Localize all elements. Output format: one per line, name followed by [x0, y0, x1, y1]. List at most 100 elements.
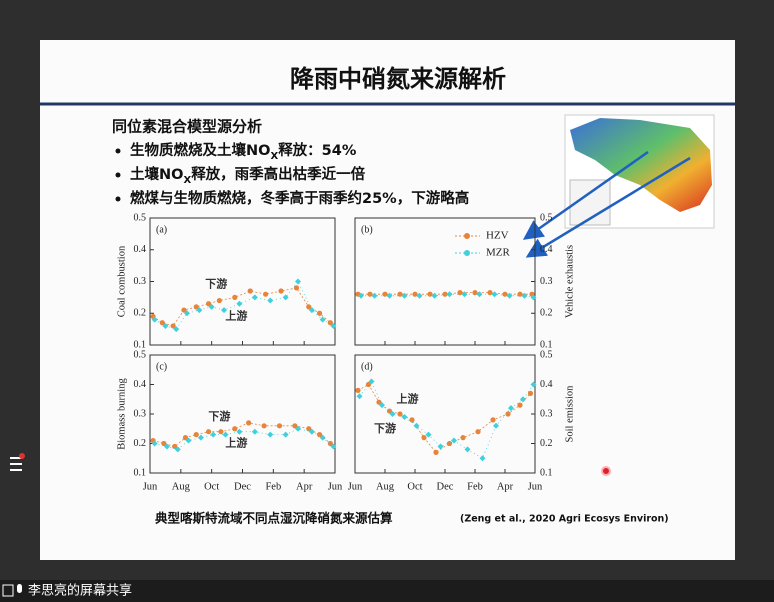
bullet-dot	[115, 148, 121, 154]
annotation: 下游	[208, 409, 230, 423]
point	[431, 292, 438, 299]
y-tick-label: 0.3	[134, 408, 147, 419]
point	[196, 307, 203, 314]
point	[197, 434, 204, 441]
point	[355, 387, 361, 393]
point	[409, 417, 415, 423]
y-tick-label: 0.4	[540, 244, 553, 255]
point	[295, 278, 301, 285]
menu-icon[interactable]	[10, 453, 25, 471]
point	[327, 320, 333, 326]
point	[416, 292, 423, 299]
point	[251, 428, 258, 435]
point	[151, 316, 158, 323]
x-tick-label: Jun	[348, 481, 363, 492]
point	[460, 435, 466, 441]
panel-letter: (a)	[156, 224, 167, 235]
x-tick-label: Jun	[328, 481, 343, 492]
point	[316, 432, 323, 438]
annotation: 下游	[205, 277, 227, 291]
point	[182, 435, 189, 441]
x-tick-label: Feb	[265, 481, 281, 492]
y-axis-label: Coal combustion	[116, 245, 127, 317]
point	[276, 423, 283, 429]
annotation: 上游	[225, 436, 247, 450]
point	[479, 455, 486, 462]
annotation: 上游	[225, 308, 247, 322]
point	[421, 435, 427, 441]
point	[401, 292, 408, 299]
citation: (Zeng et al., 2020 Agri Ecosys Environ)	[460, 514, 669, 525]
bullet-part: 生物质燃烧及土壤NO	[130, 141, 270, 159]
y-tick-label: 0.2	[540, 308, 553, 319]
point	[170, 323, 176, 329]
point	[379, 402, 385, 409]
y-tick-label: 0.4	[134, 244, 147, 255]
point	[181, 307, 187, 313]
point	[184, 310, 190, 317]
point	[193, 304, 199, 310]
point	[517, 402, 523, 408]
point	[267, 431, 274, 438]
point	[319, 316, 326, 323]
series-line	[152, 287, 331, 327]
legend-label: MZR	[486, 247, 511, 259]
y-axis-label: Soil emission	[564, 385, 575, 443]
point	[246, 420, 252, 426]
legend-marker	[464, 250, 470, 256]
point	[205, 301, 212, 307]
y-tick-label: 0.5	[540, 349, 553, 360]
point	[367, 291, 373, 297]
share-bar	[0, 580, 774, 602]
mic-icon	[17, 584, 22, 593]
point	[487, 290, 493, 296]
figure: 0.10.20.30.40.5(a)Coal combustion 下游上游0.1…	[116, 212, 575, 492]
x-tick-label: Apr	[497, 481, 514, 492]
point	[261, 423, 267, 429]
point	[505, 411, 511, 417]
point	[401, 413, 408, 420]
panel-letter: (c)	[156, 361, 167, 372]
point	[236, 428, 243, 435]
point	[306, 304, 312, 310]
laser-pointer	[601, 466, 611, 476]
y-tick-label: 0.4	[134, 379, 147, 390]
slide-title: 降雨中硝氮来源解析	[290, 65, 506, 93]
point	[425, 431, 432, 438]
point	[330, 443, 337, 450]
share-label: 李思亮的屏幕共享	[28, 583, 132, 599]
point	[247, 288, 253, 294]
point	[278, 288, 284, 294]
point	[356, 393, 363, 400]
point	[508, 405, 514, 412]
point	[205, 429, 212, 435]
point	[172, 443, 178, 450]
x-tick-label: Oct	[204, 481, 219, 492]
y-axis-label: Biomass burning	[116, 378, 127, 450]
point	[446, 291, 453, 298]
bullet-text: 燃煤与生物质燃烧，冬季高于雨季约25%，下游略高	[130, 189, 469, 207]
point	[530, 381, 537, 388]
top-bar	[0, 0, 774, 40]
y-axis-label: Vehicle exhaustis	[564, 245, 575, 318]
point	[371, 292, 378, 299]
point	[151, 440, 158, 447]
point	[446, 440, 453, 447]
x-tick-label: Apr	[296, 481, 313, 492]
x-tick-label: Jun	[143, 481, 158, 492]
legend-label: HZV	[486, 230, 509, 242]
point	[520, 396, 526, 403]
point	[161, 440, 167, 447]
y-tick-label: 0.1	[540, 467, 553, 478]
point	[442, 291, 448, 297]
x-tick-label: Jun	[528, 481, 543, 492]
point	[491, 291, 498, 298]
point	[251, 294, 258, 301]
bullet-part: 燃煤与生物质燃烧，冬季高于雨季约25%，下游略高	[130, 189, 469, 207]
bullet-list: 生物质燃烧及土壤NOX释放：54%土壤NOX释放，雨季高出枯季近一倍燃煤与生物质…	[115, 141, 469, 207]
y-tick-label: 0.3	[540, 408, 553, 419]
point	[330, 322, 337, 329]
point	[216, 297, 222, 304]
x-tick-label: Oct	[407, 481, 422, 492]
point	[163, 443, 170, 450]
